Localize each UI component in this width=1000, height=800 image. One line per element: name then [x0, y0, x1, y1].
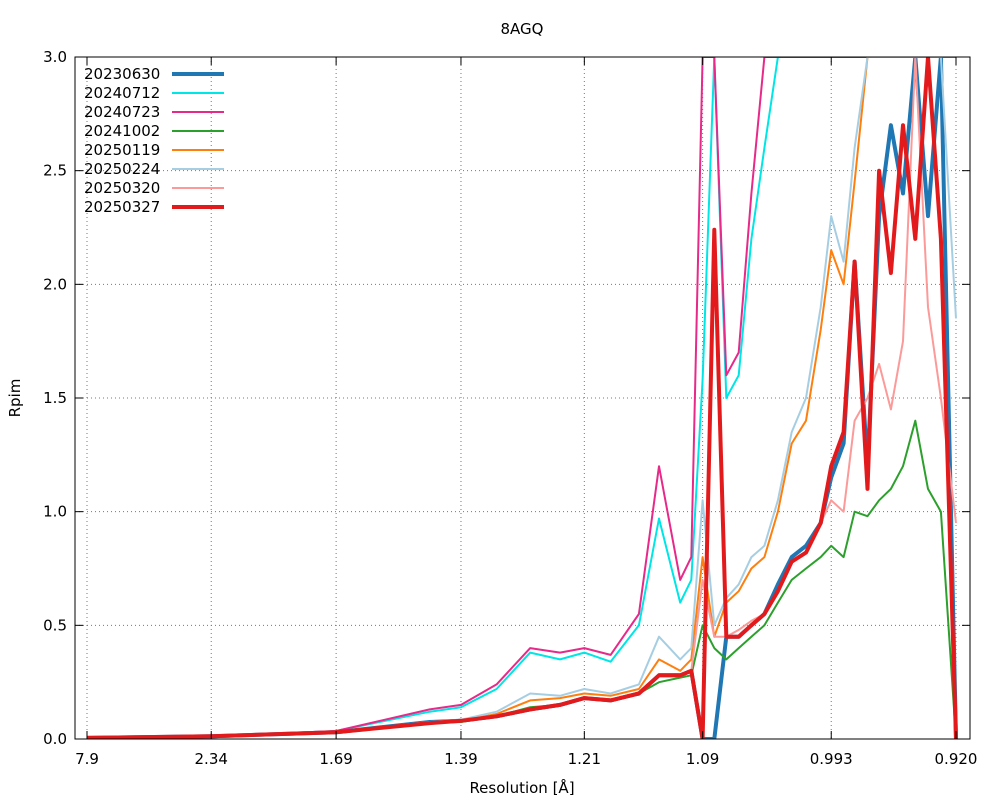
series-line-20250224 — [86, 57, 957, 739]
x-tick-label: 0.993 — [810, 750, 853, 768]
y-tick-label: 0.5 — [43, 616, 67, 634]
legend-label-20240723: 20240723 — [84, 103, 160, 121]
legend-label-20230630: 20230630 — [84, 65, 160, 83]
chart-title: 8AGQ — [501, 20, 544, 38]
legend-label-20250327: 20250327 — [84, 198, 160, 216]
x-tick-label: 1.69 — [319, 750, 352, 768]
axes: 0.0 0.5 1.0 1.5 2.0 2.5 3.0 7.9 2.34 1.69 1.39 1.21… — [43, 48, 977, 768]
series-line-20250119 — [86, 57, 956, 739]
legend-label-20250119: 20250119 — [84, 141, 160, 159]
legend-label-20250224: 20250224 — [84, 160, 160, 178]
y-tick-label: 1.0 — [43, 503, 67, 521]
legend: 2023063020240712202407232024100220250119… — [84, 65, 224, 216]
series-line-20241002 — [86, 419, 957, 739]
series-line-20240723 — [86, 57, 956, 739]
series-lines — [86, 57, 958, 739]
legend-label-20240712: 20240712 — [84, 84, 160, 102]
x-tick-label: 1.21 — [568, 750, 601, 768]
grid — [75, 56, 970, 740]
x-tick-label: 1.09 — [686, 750, 719, 768]
y-tick-label: 0.0 — [43, 730, 67, 748]
x-axis-title: Resolution [Å] — [469, 778, 574, 797]
y-tick-label: 3.0 — [43, 48, 67, 66]
x-tick-label: 1.39 — [444, 750, 477, 768]
legend-label-20241002: 20241002 — [84, 122, 160, 140]
series-line-20230630 — [86, 57, 958, 739]
legend-label-20250320: 20250320 — [84, 179, 160, 197]
y-tick-label: 2.5 — [43, 162, 67, 180]
series-line-20250327 — [86, 57, 958, 739]
y-tick-label: 1.5 — [43, 389, 67, 407]
y-tick-label: 2.0 — [43, 275, 67, 293]
x-tick-label: 0.920 — [935, 750, 978, 768]
x-tick-label: 7.9 — [75, 750, 99, 768]
y-axis-title: Rpim — [6, 379, 24, 418]
series-line-20250320 — [86, 57, 957, 739]
x-tick-label: 2.34 — [195, 750, 228, 768]
series-line-20240712 — [86, 57, 956, 739]
